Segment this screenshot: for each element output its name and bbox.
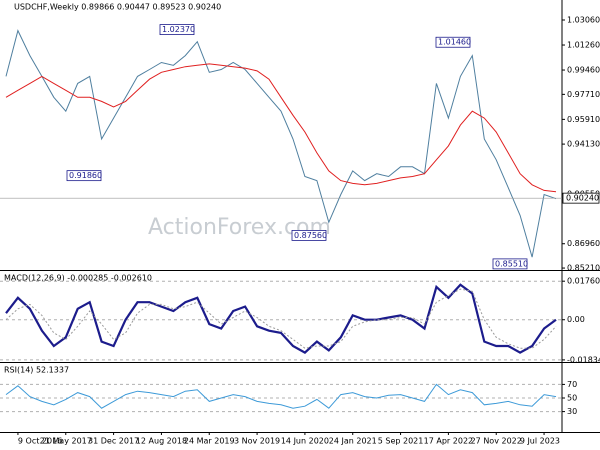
annotation-box [291, 229, 327, 241]
y-tick-label: 0.94130 [567, 140, 600, 149]
series-line [5, 63, 557, 193]
last-price-label: 0.90240 [566, 194, 599, 203]
y-tick-label: 0.017603 [567, 277, 600, 286]
y-tick-label: 1.03060 [567, 16, 600, 25]
x-tick-label: 9 Oct 2016 [18, 437, 62, 446]
annotation-box [159, 24, 195, 35]
series-line [5, 383, 557, 409]
y-tick-label: 0.00 [567, 315, 585, 324]
annotation-label: 1.01460 [438, 38, 471, 47]
x-tick-label: 27 Nov 2022 [471, 437, 522, 446]
y-tick-label: 0.99460 [567, 66, 600, 75]
macd-title: MACD(12,26,9) -0.000285 -0.002610 [4, 274, 152, 283]
x-tick-label: 24 Mar 2019 [184, 437, 235, 446]
annotation-box [435, 36, 471, 48]
x-tick-label: 5 Sep 2021 [378, 437, 424, 446]
y-tick-label: 0.97710 [567, 90, 600, 99]
y-tick-label: 70 [567, 380, 577, 389]
chart-title: USDCHF,Weekly 0.89866 0.90447 0.89523 0.… [14, 3, 221, 12]
rsi-title: RSI(14) 52.1337 [4, 366, 69, 375]
annotation-label: 1.02370 [162, 25, 195, 34]
x-tick-label: 9 Jul 2023 [520, 437, 560, 446]
y-tick-label: 1.01260 [567, 41, 600, 50]
x-tick-label: 14 Jun 2020 [281, 437, 329, 446]
series-line [5, 29, 557, 258]
x-tick-label: 31 Dec 2017 [88, 437, 139, 446]
annotation-label: 0.87560 [294, 231, 327, 240]
x-tick-label: 12 Aug 2018 [136, 437, 187, 446]
annotation-box [66, 170, 102, 182]
annotation-box [492, 258, 528, 270]
x-tick-label: 21 May 2017 [40, 437, 92, 446]
x-tick-label: 17 Apr 2022 [424, 437, 473, 446]
y-tick-label: 0.86960 [567, 239, 600, 248]
y-tick-label: -0.01834 [567, 355, 600, 364]
annotation-label: 0.91860 [69, 171, 102, 180]
last-price-box [562, 192, 600, 204]
y-tick-label: 0.85210 [567, 264, 600, 273]
y-tick-label: 0.95910 [567, 115, 600, 124]
series-line [5, 283, 557, 354]
y-tick-label: 50 [567, 394, 577, 403]
y-tick-label: 30 [567, 407, 577, 416]
annotation-label: 0.85510 [495, 259, 528, 268]
x-tick-label: 3 Nov 2019 [234, 437, 280, 446]
series-line [5, 288, 557, 349]
x-tick-label: 24 Jan 2021 [329, 437, 377, 446]
